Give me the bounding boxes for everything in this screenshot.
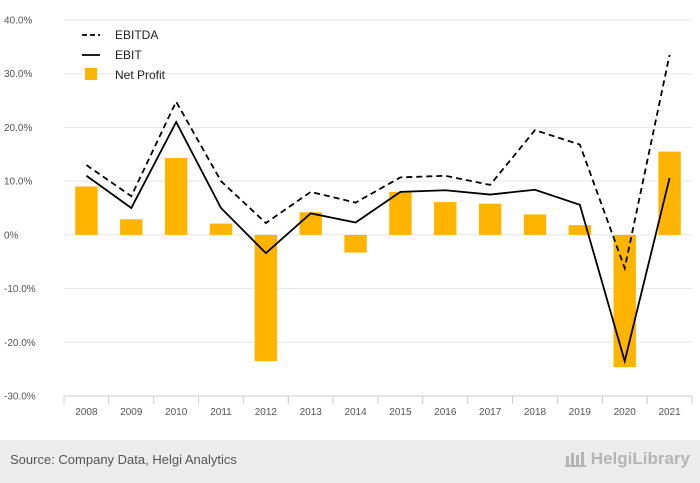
bar-net-profit — [434, 202, 457, 235]
y-tick-label: -20.0% — [4, 338, 36, 349]
bar-net-profit — [389, 191, 412, 235]
brand-name: HelgiLibrary — [590, 449, 690, 468]
x-tick-label: 2017 — [479, 407, 502, 418]
footer: Source: Company Data, Helgi Analytics He… — [0, 440, 700, 483]
legend-label-ebit: EBIT — [115, 48, 142, 62]
bar-net-profit — [478, 203, 502, 235]
bar-net-profit — [254, 234, 278, 362]
bar-net-profit — [164, 158, 188, 235]
x-tick-label: 2016 — [434, 407, 457, 418]
source-note: Source: Company Data, Helgi Analytics — [10, 452, 237, 467]
line-ebit — [85, 120, 671, 365]
bar-net-profit — [209, 223, 233, 235]
bar-net-profit — [658, 151, 681, 235]
x-tick-label: 2013 — [300, 407, 323, 418]
bar-net-profit — [120, 219, 143, 235]
x-tick-label: 2010 — [165, 407, 188, 418]
bar-net-profit — [613, 234, 636, 367]
y-tick-label: -10.0% — [4, 284, 36, 295]
legend-swatch-net-profit — [85, 68, 97, 80]
x-tick-label: 2019 — [569, 407, 592, 418]
net-profit-bars — [75, 151, 681, 367]
y-axis: -30.0% -20.0% -10.0% 0% 10.0% 20.0% 30.0% 40.0% — [4, 16, 36, 403]
legend-label-ebitda: EBITDA — [115, 28, 158, 42]
legend: EBITDA EBIT Net Profit — [82, 28, 166, 82]
x-tick-label: 2015 — [389, 407, 412, 418]
x-tick-label: 2021 — [658, 407, 681, 418]
y-tick-label: 0% — [4, 230, 19, 241]
y-tick-label: 30.0% — [4, 69, 32, 80]
bar-net-profit — [344, 234, 367, 253]
y-tick-label: 40.0% — [4, 16, 32, 27]
x-axis: 2008 2009 2010 2011 2012 2013 2014 2015 2016 2017… — [63, 395, 693, 418]
x-tick-label: 2012 — [255, 407, 278, 418]
brand[interactable]: HelgiLibrary — [564, 449, 690, 469]
x-tick-label: 2018 — [524, 407, 547, 418]
bar-net-profit — [75, 186, 98, 235]
bar-net-profit — [568, 225, 592, 235]
x-tick-label: 2011 — [210, 407, 232, 418]
x-tick-label: 2020 — [614, 407, 637, 418]
legend-label-net-profit: Net Profit — [115, 68, 166, 82]
x-tick-label: 2014 — [344, 407, 367, 418]
x-tick-label: 2009 — [120, 407, 143, 418]
bar-net-profit — [523, 214, 547, 235]
x-tick-label: 2008 — [75, 407, 98, 418]
y-tick-label: -30.0% — [4, 392, 36, 403]
y-tick-label: 20.0% — [4, 123, 32, 134]
line-series — [85, 54, 671, 365]
line-ebitda — [85, 54, 671, 272]
library-logo-icon — [564, 452, 586, 467]
y-tick-label: 10.0% — [4, 177, 32, 188]
